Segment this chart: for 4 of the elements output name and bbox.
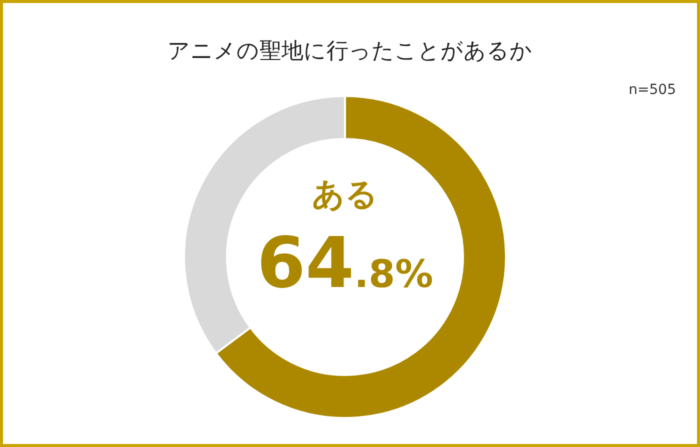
chart-title: アニメの聖地に行ったことがあるか xyxy=(168,39,532,64)
data-label: 64.8% xyxy=(256,222,434,304)
text: n=505 xyxy=(628,82,676,98)
slice-label: ある xyxy=(312,175,378,213)
